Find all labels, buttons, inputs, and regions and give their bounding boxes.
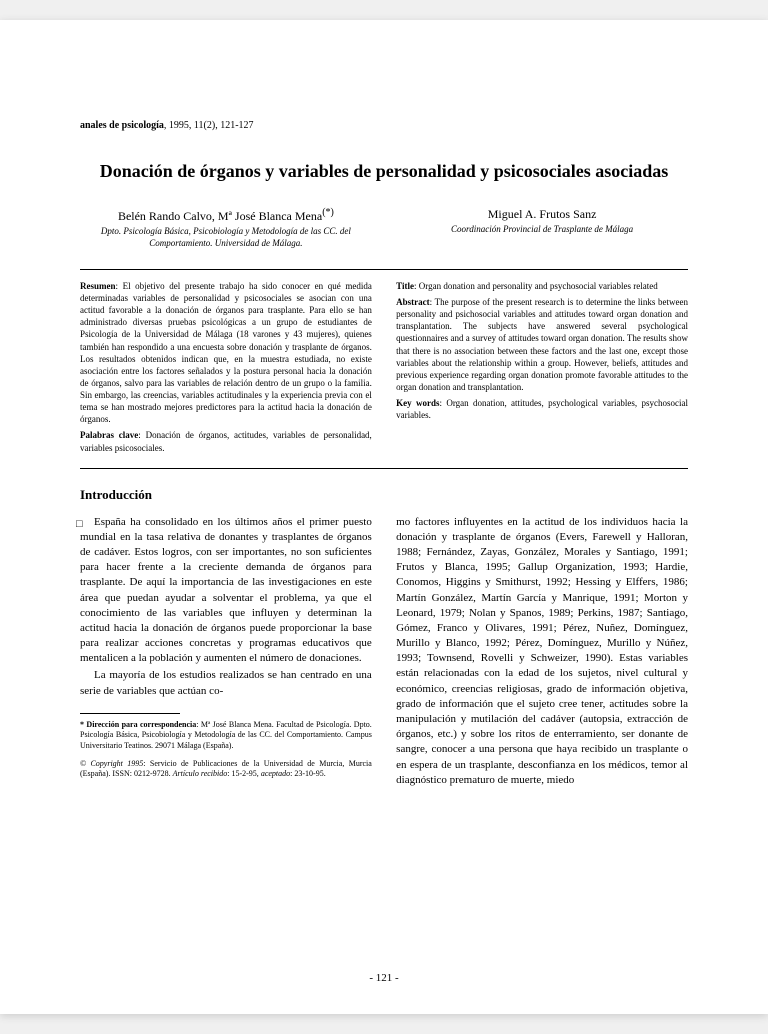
abstract-en-title-label: Title	[396, 281, 414, 291]
body-p2: La mayoría de los estudios realizados se…	[80, 668, 372, 698]
abstract-en-kw-label: Key words	[396, 398, 439, 408]
abstract-en: Title: Organ donation and personality an…	[396, 280, 688, 458]
paper-title: Donación de órganos y variables de perso…	[80, 159, 688, 183]
abstract-en-kw-text: : Organ donation, attitudes, psychologic…	[396, 398, 688, 420]
footnote-marker-icon: □	[76, 517, 83, 532]
footnote-2-italic1: Artículo recibido	[173, 769, 228, 778]
abstract-es-keywords: Palabras clave: Donación de órganos, act…	[80, 429, 372, 453]
journal-name: anales de psicología	[80, 120, 164, 131]
footnote-separator	[80, 713, 180, 714]
abstract-es-text: : El objetivo del presente trabajo ha si…	[80, 281, 372, 425]
body-columns: □ España ha consolidado en los últimos a…	[80, 515, 688, 790]
page-number: - 121 -	[0, 972, 768, 984]
author-block-left: Belén Rando Calvo, Mª José Blanca Mena(*…	[80, 207, 372, 249]
footnote-2-label: © Copyright 1995	[80, 759, 143, 768]
author-names-left: Belén Rando Calvo, Mª José Blanca Mena(*…	[80, 207, 372, 224]
body-p3: mo factores influyentes en la actitud de…	[396, 515, 688, 788]
author-left-sup: (*)	[322, 207, 334, 218]
author-block-right: Miguel A. Frutos Sanz Coordinación Provi…	[396, 207, 688, 249]
abstract-en-title-text: : Organ donation and personality and psy…	[414, 281, 658, 291]
journal-header: anales de psicología, 1995, 11(2), 121-1…	[80, 120, 688, 131]
section-heading-intro: Introducción	[80, 487, 688, 503]
footnote-2-text-c: : 23-10-95.	[290, 769, 326, 778]
footnote-2-italic2: aceptado	[261, 769, 290, 778]
abstract-en-title: Title: Organ donation and personality an…	[396, 280, 688, 292]
abstract-es-kw-label: Palabras clave	[80, 430, 138, 440]
body-col-right: mo factores influyentes en la actitud de…	[396, 515, 688, 790]
authors-row: Belén Rando Calvo, Mª José Blanca Mena(*…	[80, 207, 688, 249]
journal-details: , 1995, 11(2), 121-127	[164, 120, 254, 131]
abstract-en-keywords: Key words: Organ donation, attitudes, ps…	[396, 397, 688, 421]
paper-page: anales de psicología, 1995, 11(2), 121-1…	[0, 20, 768, 1014]
abstracts-row: Resumen: El objetivo del presente trabaj…	[80, 269, 688, 469]
abstract-es-body: Resumen: El objetivo del presente trabaj…	[80, 280, 372, 426]
abstract-es-label: Resumen	[80, 281, 116, 291]
body-col-left: □ España ha consolidado en los últimos a…	[80, 515, 372, 790]
abstract-en-body: Abstract: The purpose of the present res…	[396, 296, 688, 393]
author-affil-right: Coordinación Provincial de Trasplante de…	[396, 224, 688, 235]
footnote-2: © Copyright 1995: Servicio de Publicacio…	[80, 759, 372, 780]
abstract-en-text: : The purpose of the present research is…	[396, 297, 688, 392]
author-names-right: Miguel A. Frutos Sanz	[396, 207, 688, 222]
footnote-2-text-b: : 15-2-95,	[227, 769, 261, 778]
abstract-es: Resumen: El objetivo del presente trabaj…	[80, 280, 372, 458]
author-left-names: Belén Rando Calvo, Mª José Blanca Mena	[118, 209, 322, 223]
body-p1: España ha consolidado en los últimos año…	[80, 515, 372, 667]
footnote-1: * Dirección para correspondencia: Mª Jos…	[80, 720, 372, 751]
abstract-en-label: Abstract	[396, 297, 430, 307]
footnote-1-label: * Dirección para correspondencia	[80, 720, 196, 729]
author-affil-left: Dpto. Psicología Básica, Psicobiología y…	[80, 226, 372, 249]
